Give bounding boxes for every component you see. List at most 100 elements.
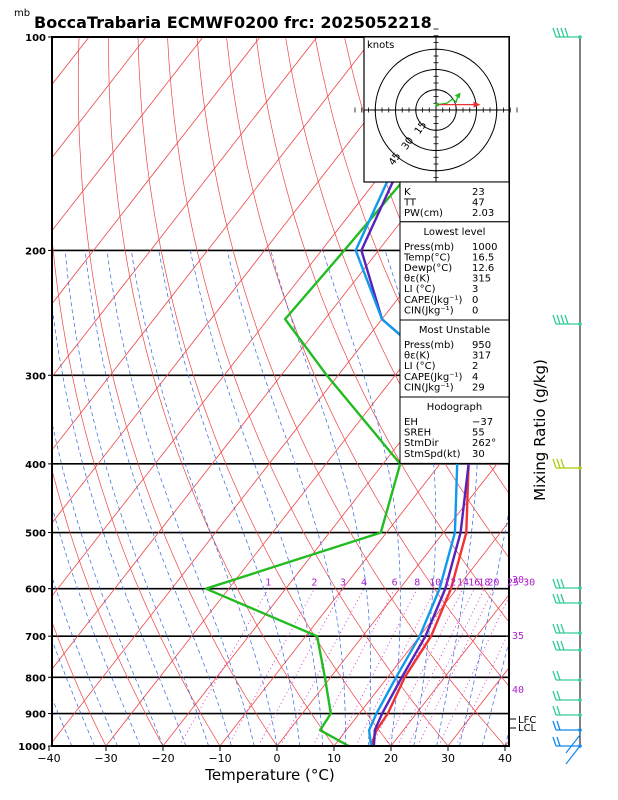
index-box-unstable <box>399 319 510 398</box>
profile-lines <box>204 51 509 746</box>
temperature-profile <box>369 301 509 746</box>
index-value: 30 <box>472 449 485 460</box>
wind-barb-flag <box>552 458 557 469</box>
wind-barb-flag <box>552 593 557 604</box>
moist-adiabat-line <box>130 250 278 746</box>
index-section-header: Hodograph <box>427 402 482 413</box>
wind-barb-flag <box>552 640 557 651</box>
wind-barb-flag <box>552 314 557 325</box>
mixing-ratio-label: 12 <box>444 578 456 589</box>
index-value: 950 <box>472 340 491 351</box>
isotherm-line <box>105 228 509 746</box>
x-axis-label: Temperature (°C) <box>204 766 334 784</box>
mixing-ratio-label: 18 <box>478 578 490 589</box>
index-value: 55 <box>472 428 485 439</box>
wind-barb-flag <box>560 27 565 38</box>
index-label: θε(K) <box>404 274 430 285</box>
wind-barb-flag <box>556 640 561 651</box>
index-section-header: Most Unstable <box>419 325 490 336</box>
wind-barb-flag <box>552 720 557 731</box>
index-label: Dewp(°C) <box>404 263 452 274</box>
index-value: 12.6 <box>472 263 494 274</box>
index-value: 2 <box>472 361 478 372</box>
wind-barb-flag <box>560 314 565 325</box>
mixing-ratio-line <box>312 588 396 746</box>
pressure-axis: 100 200 300 400 500 600 700 800 900 1000 <box>18 33 52 753</box>
wind-barb-flag <box>564 27 569 38</box>
mixing-ratio-line <box>257 588 344 746</box>
wind-barb-dot <box>578 322 582 326</box>
mixing-ratio-label: 3 <box>340 578 346 589</box>
index-value: 0 <box>472 305 478 316</box>
dry-adiabat-line <box>137 37 392 746</box>
index-value: 29 <box>472 382 485 393</box>
mixing-ratio-line <box>227 588 315 746</box>
isotherm-line <box>276 447 509 746</box>
wind-barb <box>565 734 581 754</box>
wind-barb <box>552 623 582 635</box>
moist-adiabat-line <box>270 250 372 746</box>
moist-adiabat-line <box>106 250 255 746</box>
isotherm-line <box>52 37 147 159</box>
wind-barb-flag <box>552 690 557 701</box>
background-lines <box>52 37 618 746</box>
mixing-ratio-label: 20 <box>487 578 499 589</box>
wind-barb-dot <box>578 35 582 39</box>
dry-adiabat-line <box>610 37 618 746</box>
mixing-ratio-label: 25 <box>507 578 519 589</box>
moist-adiabat-line <box>64 250 209 746</box>
pressure-tick-label: 800 <box>25 673 46 684</box>
index-label: CIN(Jkg⁻¹) <box>404 305 454 316</box>
pressure-tick-label: 500 <box>25 529 46 540</box>
dry-adiabat-line <box>226 37 509 687</box>
moist-adiabat-line <box>504 730 509 746</box>
wind-barb <box>552 720 582 732</box>
mixing-ratio-label: 30 <box>523 578 535 589</box>
wind-barb <box>552 670 582 682</box>
wind-barb <box>552 458 582 470</box>
dry-adiabat-line <box>167 37 449 746</box>
index-label: CAPE(Jkg⁻¹) <box>404 295 462 306</box>
dry-adiabat-line <box>255 37 509 623</box>
dry-adiabat-labels: 30 35 40 <box>512 575 524 696</box>
temperature-tick-label: 40 <box>498 752 512 765</box>
mixing-ratio-label: 4 <box>361 578 367 589</box>
dewpoint-profile <box>204 62 509 746</box>
mixing-ratio-label: 8 <box>414 578 420 589</box>
wind-barb-flag <box>560 593 565 604</box>
dry-adiabat-line <box>581 37 618 746</box>
wind-barb-dot <box>578 601 582 605</box>
moist-adiabat-line <box>481 639 509 746</box>
moist-adiabat-line <box>384 250 437 746</box>
wind-barb-dot <box>578 698 582 702</box>
mixing-ratio-label: 2 <box>311 578 317 589</box>
wind-barb-flag <box>556 705 561 716</box>
lcl-label: LCL <box>518 723 537 734</box>
wind-barb-flag <box>552 670 557 681</box>
parcel-profile-1 <box>360 65 472 746</box>
dry-adiabat-line <box>52 621 107 746</box>
index-value: 262° <box>472 438 496 449</box>
index-value: 0 <box>472 295 478 306</box>
index-label: Temp(°C) <box>403 252 451 263</box>
dry-adiabat-label: 30 <box>512 575 524 586</box>
index-box-hodo <box>399 396 510 464</box>
wind-barb-flag <box>556 578 561 589</box>
wind-barb-flag <box>556 593 561 604</box>
isotherm-line <box>562 37 618 746</box>
wind-barb-flag <box>552 705 557 716</box>
mixing-ratio-label: 1 <box>265 578 271 589</box>
index-label: K <box>404 187 411 198</box>
dry-adiabat-label: 40 <box>512 685 524 696</box>
wind-barb-dot <box>578 648 582 652</box>
moist-adiabat-line <box>436 250 479 746</box>
temperature-tick-label: −40 <box>37 752 60 765</box>
wind-barb-flag <box>560 458 565 469</box>
index-value: 16.5 <box>472 252 494 263</box>
index-value: 47 <box>472 198 485 209</box>
wind-barb <box>552 690 582 702</box>
index-value: 23 <box>472 187 485 198</box>
index-label: EH <box>404 417 418 428</box>
